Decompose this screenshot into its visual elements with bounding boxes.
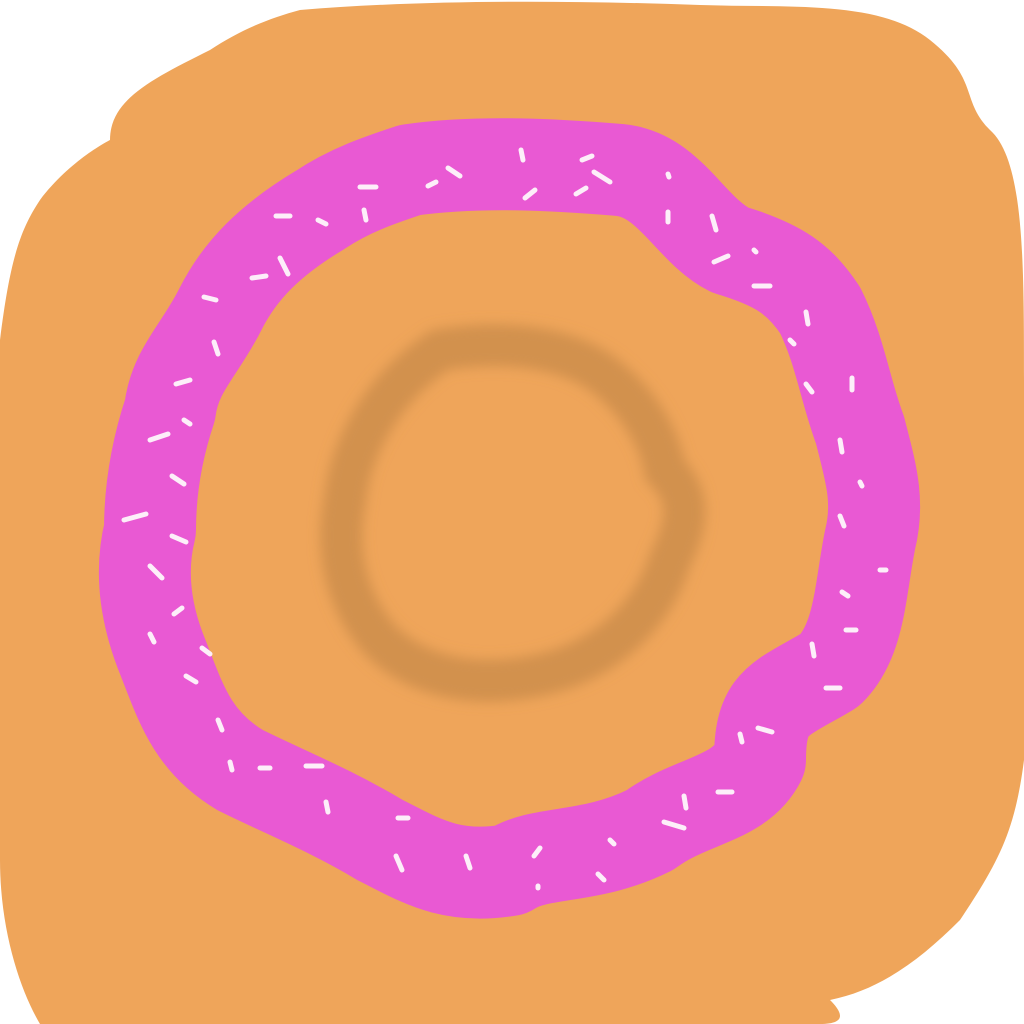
sprinkle <box>227 759 235 773</box>
sprinkle <box>737 731 745 745</box>
sprinkle <box>837 437 845 455</box>
sprinkle <box>361 207 369 223</box>
sprinkle <box>803 381 815 395</box>
sprinkle <box>181 417 193 427</box>
sprinkle <box>579 153 595 163</box>
sprinkle <box>837 513 847 529</box>
sprinkle <box>169 473 187 487</box>
sprinkle <box>199 645 213 657</box>
sprinkle <box>522 187 538 201</box>
sprinkle <box>173 377 193 387</box>
sprinkle <box>201 294 219 303</box>
sprinkle <box>661 819 687 831</box>
sprinkle <box>147 563 165 581</box>
sprinkle <box>147 631 157 645</box>
sprinkle <box>787 337 797 347</box>
sprinkle <box>171 605 185 617</box>
sprinkle <box>809 641 817 659</box>
sprinkle <box>277 255 291 277</box>
sprinkle <box>531 845 543 859</box>
donut-hole-shadow <box>320 324 706 702</box>
sprinkle <box>751 247 759 255</box>
sprinkle <box>595 871 607 883</box>
sprinkle <box>591 169 613 185</box>
sprinkle <box>665 171 672 180</box>
sprinkle <box>323 799 331 815</box>
sprinkle <box>147 431 171 443</box>
sprinkle <box>755 725 775 735</box>
sprinkle <box>681 793 689 811</box>
sprinkle <box>839 589 851 599</box>
sprinkle <box>215 717 225 733</box>
sprinkle <box>183 673 199 685</box>
sprinkle <box>315 217 329 227</box>
sprinkle <box>463 853 473 871</box>
sprinkle <box>711 253 731 265</box>
sprinkle <box>607 837 617 847</box>
sprinkle <box>709 213 719 233</box>
donut-frosting <box>98 118 921 919</box>
sprinkle <box>425 179 439 189</box>
sprinkle <box>393 853 405 873</box>
sprinkle <box>211 339 221 357</box>
sprinkle <box>518 147 526 163</box>
sprinkle <box>803 309 811 327</box>
sprinkle <box>121 511 149 523</box>
sprinkles <box>121 147 889 891</box>
donut-hole <box>320 324 706 702</box>
sprinkle <box>169 533 189 545</box>
sprinkle <box>445 165 463 179</box>
sprinkle <box>857 479 865 489</box>
sprinkle <box>573 185 589 197</box>
sprinkle <box>249 273 269 281</box>
